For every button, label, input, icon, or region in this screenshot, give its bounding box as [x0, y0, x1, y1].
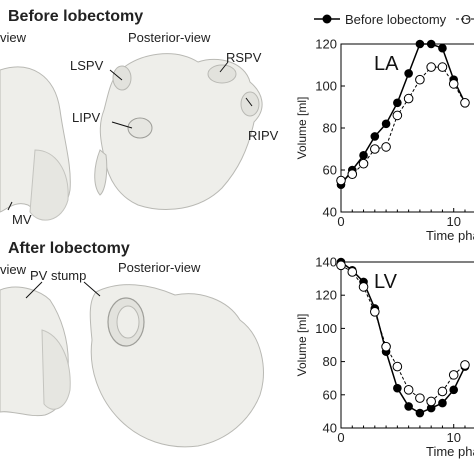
chart-0-ytick-label: 120 [315, 37, 337, 52]
chart-1-series-1-point [437, 386, 448, 397]
rspv-opening [207, 64, 237, 84]
before-lobectomy-title: Before lobectomy [8, 8, 144, 25]
chart-0-ylabel: Volume [ml] [295, 97, 309, 160]
chart-0-series-0-point [393, 98, 402, 108]
legend-label-before: Before lobectomy [345, 12, 447, 27]
chart-0-series-1-point [358, 158, 369, 169]
chart-0-series-0-point [415, 39, 425, 49]
chart-0-xtick-label: 0 [337, 214, 344, 229]
chart-0-series-1-point [347, 169, 358, 179]
chart-0-series-1-point [336, 175, 346, 186]
pointer-pv-stump-right [83, 281, 101, 297]
chart-0-series-0-point [438, 43, 447, 53]
chart-0-series-0-point [359, 151, 368, 160]
chart-1-series-1-point [392, 361, 403, 372]
chart-1-ytick-label: 40 [323, 421, 337, 436]
chart-1-series-1-point [403, 385, 414, 395]
chart-0-ytick-label: 60 [323, 163, 337, 178]
chart-1-series-0-point [449, 385, 459, 395]
chart-1-ytick-label: 80 [323, 354, 337, 369]
chart-0-series-1-point [448, 79, 459, 89]
label-ripv: RIPV [248, 128, 279, 143]
pointer-rspv [219, 61, 229, 73]
pv-stump-inner [116, 305, 140, 339]
chart-1-series-1-point [347, 267, 358, 277]
pointer-mv [7, 201, 13, 211]
chart-0-series-1-point [460, 98, 470, 108]
label-rspv: RSPV [226, 50, 262, 65]
la-surface-top-left-lobe [29, 149, 69, 221]
la-appendage-top [94, 149, 108, 196]
pointer-lspv [109, 69, 123, 81]
chart-1-xlabel: Time pha [426, 444, 474, 459]
pointer-pv-stump-left [25, 281, 43, 299]
chart-1-series-1-point [381, 341, 391, 352]
chart-0-ytick-label: 80 [323, 121, 337, 136]
chart-1-ylabel: Volume [ml] [295, 314, 309, 377]
chart-0-series-1-point [370, 144, 380, 154]
chart-1-ytick-label: 100 [315, 321, 337, 336]
chart-1-series-1-point [460, 360, 470, 370]
chart-1-series-1-point [370, 307, 380, 317]
legend-marker-before [322, 14, 332, 24]
legend-label-after: O [461, 12, 471, 27]
chart-1-xtick-label: 10 [446, 430, 460, 445]
chart-0-ytick-label: 100 [315, 79, 337, 94]
chart-1-title: LV [374, 271, 398, 293]
label-lipv: LIPV [72, 110, 101, 125]
chart-0-series-0-point [404, 69, 413, 78]
chart-0-xtick-label: 10 [446, 214, 460, 229]
pointer-ripv [245, 97, 253, 107]
chart-0-series-1-point [415, 74, 425, 85]
chart-1-series-1-point [336, 260, 346, 271]
lspv-opening [112, 65, 132, 91]
pointer-lipv [111, 121, 133, 129]
chart-1-ytick-label: 140 [315, 255, 337, 270]
label-pv-stump: PV stump [30, 268, 87, 283]
chart-1-series-1-point [426, 396, 436, 407]
view-label-bottom-left: view [0, 262, 27, 277]
la-surface-bottom-left-lobe [41, 329, 71, 410]
chart-0-xlabel: Time pha [426, 228, 474, 243]
chart-0-series-0-point [426, 39, 436, 49]
chart-0-ytick-label: 40 [323, 205, 337, 220]
chart-1-series-1-line [340, 264, 466, 402]
chart-0-title: LA [374, 53, 399, 75]
chart-1-ytick-label: 60 [323, 387, 337, 402]
chart-0-series-0-point [370, 132, 380, 141]
chart-1-series-1-point [448, 370, 459, 380]
lipv-opening [127, 117, 153, 139]
posterior-view-label-top: Posterior-view [128, 30, 211, 45]
chart-0-series-1-point [403, 93, 414, 104]
chart-0-series-1-point [381, 142, 391, 152]
label-mv: MV [12, 212, 32, 227]
chart-0-series-1-point [392, 110, 403, 121]
view-label-top-left: view [0, 30, 27, 45]
la-surface-top-posterior [99, 53, 263, 210]
chart-1-series-0-point [404, 402, 413, 411]
chart-1-series-1-point [358, 282, 369, 292]
chart-0-series-0-point [381, 119, 391, 129]
posterior-view-label-bottom: Posterior-view [118, 260, 201, 275]
chart-1-series-1-point [415, 393, 425, 403]
chart-1-xtick-label: 0 [337, 430, 344, 445]
label-lspv: LSPV [70, 58, 104, 73]
chart-1-series-0-point [393, 383, 402, 393]
chart-1-series-0-point [438, 398, 447, 408]
chart-1-ytick-label: 120 [315, 288, 337, 303]
after-lobectomy-title: After lobectomy [8, 240, 130, 257]
chart-0-frame [340, 43, 474, 213]
chart-1-series-0-point [426, 403, 436, 413]
chart-0-series-1-point [437, 62, 448, 72]
chart-0-series-1-point [426, 62, 436, 72]
chart-1-series-0-point [415, 408, 425, 418]
